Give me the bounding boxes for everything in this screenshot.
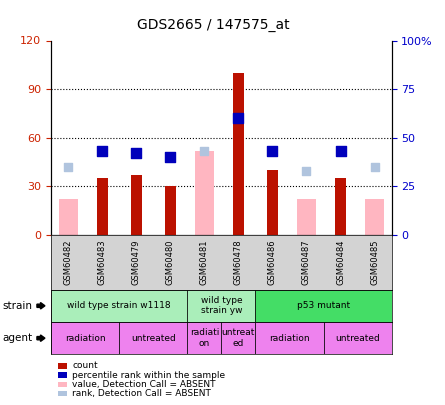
Point [99,148,106,155]
Text: untreated: untreated [335,334,380,343]
Point [167,154,174,160]
Text: GSM60484: GSM60484 [336,239,345,285]
Bar [97,178,108,235]
Text: radiati
on: radiati on [190,328,219,348]
Bar [255,290,392,322]
Bar [131,175,142,235]
Point [235,115,242,122]
Point [337,148,344,155]
Text: GSM60486: GSM60486 [268,239,277,285]
Point [269,148,276,155]
Text: value, Detection Call = ABSENT: value, Detection Call = ABSENT [72,380,215,389]
Point [65,164,72,170]
Bar [297,199,316,235]
Text: wild type
strain yw: wild type strain yw [201,296,242,315]
Text: GSM60479: GSM60479 [132,239,141,285]
Text: percentile rank within the sample: percentile rank within the sample [72,371,225,379]
Text: untreat
ed: untreat ed [222,328,255,348]
Text: untreated: untreated [131,334,176,343]
Bar [119,322,187,354]
Text: radiation: radiation [65,334,105,343]
Bar [255,322,324,354]
Bar [59,199,77,235]
Text: GSM60478: GSM60478 [234,239,243,285]
Bar [233,73,244,235]
Text: GSM60485: GSM60485 [370,239,379,285]
Bar [195,151,214,235]
Text: p53 mutant: p53 mutant [297,301,350,310]
Point [303,168,310,174]
Text: rank, Detection Call = ABSENT: rank, Detection Call = ABSENT [72,389,211,398]
Bar [335,178,346,235]
Text: radiation: radiation [269,334,310,343]
Text: count: count [72,361,98,370]
Bar [51,290,187,322]
Text: agent: agent [2,333,32,343]
Text: GSM60487: GSM60487 [302,239,311,285]
Bar [324,322,392,354]
Text: GSM60480: GSM60480 [166,239,175,285]
Text: wild type strain w1118: wild type strain w1118 [68,301,171,310]
Text: strain: strain [2,301,32,311]
Bar [187,290,255,322]
Bar [222,322,255,354]
Bar [365,199,384,235]
Text: GSM60482: GSM60482 [64,239,73,285]
Text: GDS2665 / 147575_at: GDS2665 / 147575_at [138,18,290,32]
Point [201,148,208,155]
Bar [267,170,278,235]
Point [133,150,140,156]
Point [371,164,378,170]
Bar [187,322,222,354]
Bar [165,186,176,235]
Text: GSM60483: GSM60483 [98,239,107,285]
Text: GSM60481: GSM60481 [200,239,209,285]
Bar [51,322,119,354]
